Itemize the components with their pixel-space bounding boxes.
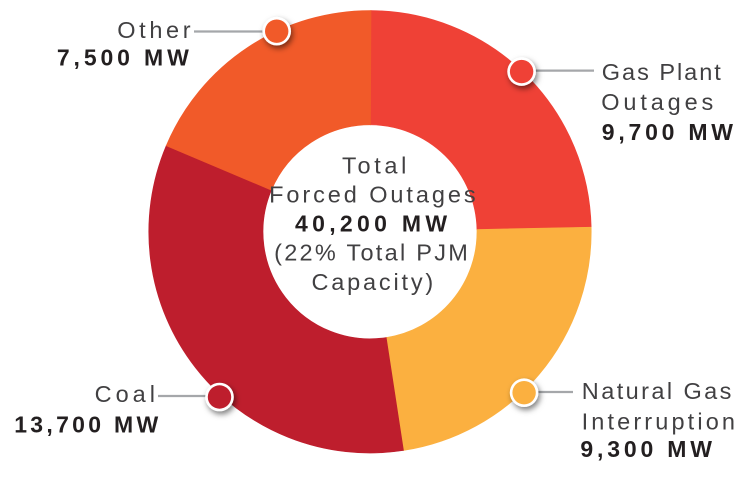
svg-text:Forced Outages: Forced Outages <box>269 182 475 208</box>
svg-text:9,300 MW: 9,300 MW <box>580 436 712 462</box>
svg-text:Natural Gas: Natural Gas <box>582 378 732 404</box>
svg-text:(22% Total PJM: (22% Total PJM <box>274 240 468 266</box>
svg-text:Total: Total <box>342 152 406 178</box>
svg-text:Capacity): Capacity) <box>312 269 434 295</box>
svg-text:Coal: Coal <box>95 381 155 407</box>
svg-text:Gas Plant: Gas Plant <box>602 59 721 85</box>
svg-text:Other: Other <box>117 17 191 43</box>
svg-text:9,700 MW: 9,700 MW <box>602 119 733 145</box>
svg-text:Interruption: Interruption <box>582 408 735 434</box>
svg-text:Outages: Outages <box>601 89 713 115</box>
svg-text:7,500 MW: 7,500 MW <box>57 45 189 71</box>
